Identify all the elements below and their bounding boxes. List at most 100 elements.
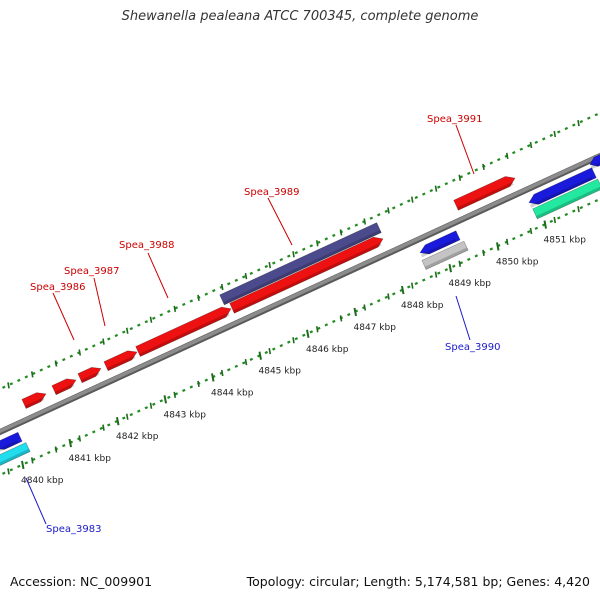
minor-tick (268, 348, 272, 355)
gene-spea-3989-shape (229, 236, 384, 314)
lower-dotted-track-dot (489, 247, 494, 251)
upper-dotted-track-dot (564, 126, 569, 131)
gene-spea-3989 (229, 236, 384, 314)
lower-dotted-track-dot (512, 237, 516, 241)
gene-spea-3986-shade (54, 383, 75, 395)
gene-spea-3983-shape (0, 431, 23, 450)
minor-tick (173, 305, 177, 312)
gene-spea-3989-shade (233, 242, 382, 314)
lower-dotted-track-dot (534, 226, 539, 230)
gene-spea-3989-domain-shade (223, 229, 382, 305)
minor-tick (244, 358, 248, 366)
gene-spea-3993 (589, 152, 600, 170)
scale-tick-label: 4841 kbp (69, 454, 112, 464)
upper-dotted-track-dot (182, 302, 186, 307)
gene-spea-3988-shape (135, 306, 232, 357)
gene-label-leader-spea-3988 (147, 252, 169, 299)
upper-dotted-track-dot (557, 130, 561, 134)
lower-dotted-track-dot (17, 464, 21, 468)
minor-tick (315, 240, 319, 247)
gene-spea-3992 (528, 167, 597, 208)
scale-tick (543, 220, 547, 229)
upper-dotted-track-dot (122, 330, 126, 334)
minor-tick (173, 391, 177, 398)
gene-spea-3985-shape (21, 392, 47, 409)
minor-tick (149, 402, 153, 409)
lower-dotted-track-dot (152, 402, 156, 406)
lower-dotted-track-dot (384, 295, 389, 299)
gene-spea-3992-domain (532, 178, 600, 220)
gene-spea-3987-shape (77, 367, 102, 384)
upper-dotted-track-dot (264, 264, 269, 269)
lower-dotted-track-dot (332, 319, 336, 324)
scale-tick (258, 351, 262, 360)
upper-dotted-track-dot (489, 161, 494, 165)
upper-dotted-track-dot (579, 120, 584, 124)
scale-tick (21, 460, 25, 470)
upper-dotted-track-dot (587, 116, 591, 120)
minor-tick (482, 249, 485, 256)
upper-dotted-track-dot (437, 185, 441, 189)
lower-dotted-track-dot (587, 202, 591, 206)
gene-label-leader-spea-3989 (267, 197, 293, 246)
lower-dotted-track-dot (159, 399, 164, 403)
minor-tick (292, 337, 295, 344)
scale-tick (211, 373, 215, 382)
upper-dotted-track-dot (212, 289, 216, 293)
minor-tick (220, 369, 224, 377)
upper-dotted-track-dot (444, 182, 449, 186)
lower-dotted-track-dot (444, 268, 449, 272)
upper-dotted-track-dot (519, 147, 524, 151)
lower-dotted-track-dot (579, 206, 584, 210)
upper-dotted-track-dot (92, 344, 96, 348)
lower-dotted-track-dot (294, 337, 299, 341)
upper-dotted-track-dot (234, 278, 239, 282)
lower-dotted-track-dot (279, 344, 284, 348)
minor-tick (577, 205, 580, 213)
lower-dotted-track-dot (2, 471, 6, 475)
scale-tick-label: 4851 kbp (544, 236, 587, 246)
scale-tick-label: 4844 kbp (211, 388, 254, 398)
scale-tick-label: 4847 kbp (354, 323, 397, 333)
gene-features (0, 152, 600, 468)
gene-label-leader-spea-3983 (25, 477, 47, 525)
scale-tick-label: 4845 kbp (259, 367, 302, 377)
minor-tick (410, 196, 414, 203)
lower-dotted-track-dot (324, 323, 329, 327)
map-title: Shewanella pealeana ATCC 700345, complet… (121, 9, 479, 24)
minor-tick (78, 349, 82, 356)
lower-dotted-track-dot (24, 461, 29, 465)
scale-tick (353, 307, 357, 317)
scale-tick (448, 264, 452, 273)
lower-dotted-track-dot (62, 444, 66, 448)
upper-dotted-track-dot (399, 202, 404, 206)
lower-dotted-track-dot (189, 385, 194, 389)
gene-label-spea-3988: Spea_3988 (119, 240, 174, 251)
scale-tick-label: 4848 kbp (401, 301, 444, 311)
gene-label-spea-3989: Spea_3989 (244, 187, 299, 198)
upper-dotted-track-dot (347, 226, 351, 231)
upper-dotted-track-dot (407, 199, 411, 203)
scale-ticks: 4840 kbp 4841 kbp 4842 kbp 4843 kbp 4844 kbp… (7, 119, 587, 486)
scale-tick (401, 285, 405, 295)
scale-tick (496, 242, 500, 251)
gene-spea-3990-domain-shape (421, 240, 469, 270)
minor-tick (197, 380, 200, 388)
gene-spea-3989-domain (219, 222, 382, 306)
minor-tick (410, 282, 414, 289)
upper-dotted-track-dot (527, 144, 531, 148)
upper-dotted-track-dot (144, 320, 149, 324)
upper-dotted-track-dot (377, 213, 381, 217)
gene-label-leader-spea-3986 (52, 292, 75, 341)
upper-dotted-track-dot (384, 209, 389, 213)
minor-tick (149, 316, 153, 323)
genome-summary-text: Topology: circular; Length: 5,174,581 bp… (246, 574, 590, 589)
upper-dotted-track-dot (17, 378, 21, 382)
upper-dotted-track-dot (294, 251, 299, 255)
upper-dotted-track-dot (107, 337, 111, 341)
gene-spea-3988-shade (139, 312, 230, 357)
upper-dotted-track-dot (9, 382, 14, 386)
gene-label-spea-3991: Spea_3991 (427, 114, 482, 125)
lower-dotted-track-dot (564, 212, 569, 217)
upper-dotted-track-dot (452, 178, 456, 182)
